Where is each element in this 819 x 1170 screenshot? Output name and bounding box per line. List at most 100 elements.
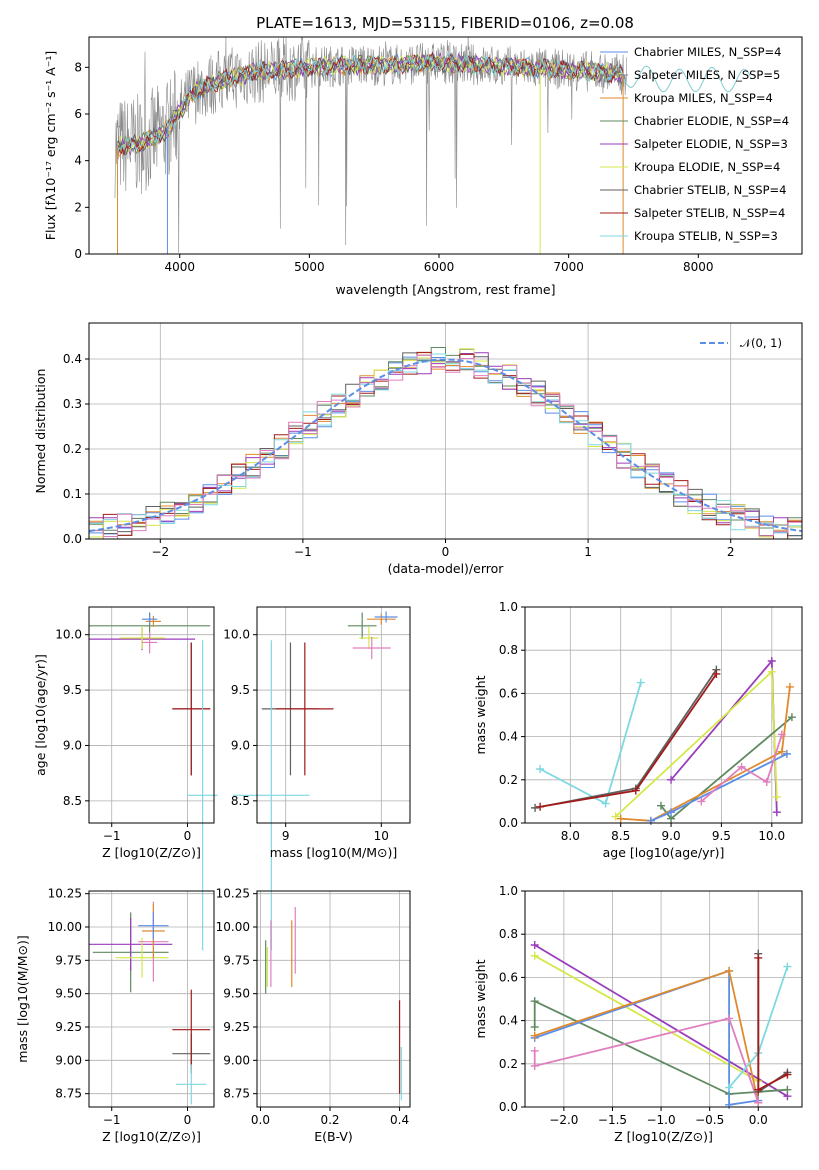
weight-vs-Z-point [530,1023,539,1032]
legend-label: Chabrier ELODIE, N_SSP=4 [634,114,789,128]
weight-vs-age-series-line [620,686,791,822]
mass-vs-ebv-xtick-label: 0.2 [320,1113,339,1127]
weight-vs-Z-point [530,1046,539,1055]
mass-vs-ebv-ytick-label: 10.00 [216,920,250,934]
weight-vs-age-point [767,657,776,665]
mass-vs-Z-frame [88,890,215,1108]
mass-vs-ebv-ytick-label: 9.75 [223,953,250,967]
spectrum-xtick-label: 7000 [553,260,584,274]
weight-vs-age-ytick-label: 0.8 [499,643,518,657]
mass-vs-ebv-ytick-label: 9.50 [223,987,250,1001]
mass-vs-ebv-xlabel: E(B-V) [314,1129,353,1144]
weight-vs-Z-xtick-label: −1.5 [598,1113,627,1127]
weight-vs-age-point [611,812,620,821]
residuals-ylabel: Normed distribution [33,369,48,494]
weight-vs-age-point [785,682,794,691]
weight-vs-Z-ytick-label: 0.2 [499,1057,518,1071]
spectrum-lines [114,37,751,254]
weight-vs-age-point [772,793,781,802]
age-vs-mass-xtick-label: 9 [282,829,290,843]
weight-vs-Z-series-line [533,1017,760,1103]
weight-vs-age-ytick-label: 0.4 [499,730,518,744]
weight-vs-Z-grid [525,890,802,1108]
mass-vs-ebv-ytick-label: 8.75 [223,1087,250,1101]
residuals-xtick-label: 2 [727,545,735,559]
weight-vs-Z-point [530,951,539,960]
weight-vs-Z-series-line [534,944,788,1097]
spectrum-ytick-label: 4 [74,154,82,168]
weight-vs-age-point [777,747,786,756]
mass-vs-Z-ytick-label: 8.75 [55,1087,82,1101]
weight-vs-Z-xtick-label: −0.5 [695,1113,724,1127]
weight-vs-age-point [767,667,776,676]
weight-vs-age-point [782,749,791,758]
spectrum-model-line [117,51,624,156]
weight-vs-age-xtick-label: 9.5 [712,829,731,843]
age-vs-mass-ytick-label: 9.5 [231,683,250,697]
mass-vs-Z-ytick-label: 10.25 [48,887,82,901]
age-vs-mass-ytick-label: 10.0 [223,628,250,642]
weight-vs-Z-xlabel: Z [log10(Z/Z⊙)] [614,1129,713,1144]
mass-vs-Z-xtick-label: −1 [103,1113,121,1127]
age-vs-mass-ytick-label: 9.0 [231,738,250,752]
age-vs-Z-ytick-label: 9.0 [63,738,82,752]
weight-vs-Z-point [725,1083,734,1092]
weight-vs-Z-series-line [534,969,760,1103]
age-vs-mass-grid [257,607,410,823]
weight-vs-age-series-line [539,673,718,808]
spectrum-ytick-label: 8 [74,60,82,74]
mass-vs-ebv-ytick-label: 10.25 [216,887,250,901]
residuals-xlabel: (data-model)/error [388,561,505,576]
weight-vs-age-point [646,816,655,825]
age-vs-Z-grid [89,607,214,823]
spectrum-ytick-label: 2 [74,200,82,214]
weight-vs-age-ylabel: mass weight [473,675,488,754]
legend-label: Kroupa ELODIE, N_SSP=4 [634,160,780,174]
weight-vs-Z-point [754,1098,763,1107]
legend-label: Kroupa MILES, N_SSP=4 [634,91,773,105]
spectrum-ylabel: Flux [fλ10⁻¹⁷ erg cm⁻² s⁻¹ A⁻¹] [43,51,58,240]
age-vs-Z-ytick-label: 9.5 [63,683,82,697]
mass-vs-Z-ytick-label: 10.00 [48,920,82,934]
normal-curve [89,358,802,533]
mass-vs-Z-ytick-label: 9.25 [55,1020,82,1034]
weight-vs-Z-point [783,962,792,971]
weight-vs-age-ytick-label: 1.0 [499,600,518,614]
weight-vs-Z-series-line [534,955,759,1082]
weight-vs-age-point [536,765,545,773]
weight-vs-Z-point [783,1085,792,1094]
weight-vs-Z-point [725,1100,734,1109]
weight-vs-age-series-line [539,682,642,805]
age-vs-Z-xlabel: Z [log10(Z/Z⊙)] [102,845,201,860]
residuals-xtick-label: −2 [151,545,169,559]
age-vs-Z-ylabel: age [log10(age/yr)] [33,654,48,776]
residual-histogram [89,354,802,539]
spectrum-model-line [117,53,624,155]
weight-vs-Z-ytick-label: 0.8 [499,927,518,941]
age-vs-Z-frame [88,606,215,824]
spectrum-xtick-label: 4000 [164,260,195,274]
weight-vs-age-point [636,678,645,687]
figure-title: PLATE=1613, MJD=53115, FIBERID=0106, z=0… [256,14,634,32]
weight-vs-age-xtick-label: 10.0 [758,829,785,843]
residuals-xtick-label: 0 [442,545,450,559]
mass-vs-Z-ytick-label: 9.75 [55,953,82,967]
weight-vs-age-xtick-label: 8.5 [611,829,630,843]
spectrum-frame [88,36,803,255]
age-vs-Z-xtick-label: 0 [184,829,192,843]
mass-vs-ebv-ytick-label: 9.25 [223,1020,250,1034]
weight-vs-Z-point [754,953,763,962]
mass-vs-Z-ytick-label: 9.50 [55,987,82,1001]
residuals-xtick-label: −1 [294,545,312,559]
mass-vs-ebv-frame [256,890,411,1108]
residuals-ytick-label: 0.2 [63,442,82,456]
weight-vs-Z-ytick-label: 1.0 [499,884,518,898]
mass-vs-ebv-xtick-label: 0.0 [251,1113,270,1127]
age-vs-mass-ytick-label: 8.5 [231,794,250,808]
weight-vs-Z-point [530,997,539,1006]
weight-vs-age-xtick-label: 9.0 [662,829,681,843]
weight-vs-age-xtick-label: 8.0 [561,829,580,843]
residuals-ytick-label: 0.1 [63,487,82,501]
age-vs-Z-ytick-label: 10.0 [55,628,82,642]
